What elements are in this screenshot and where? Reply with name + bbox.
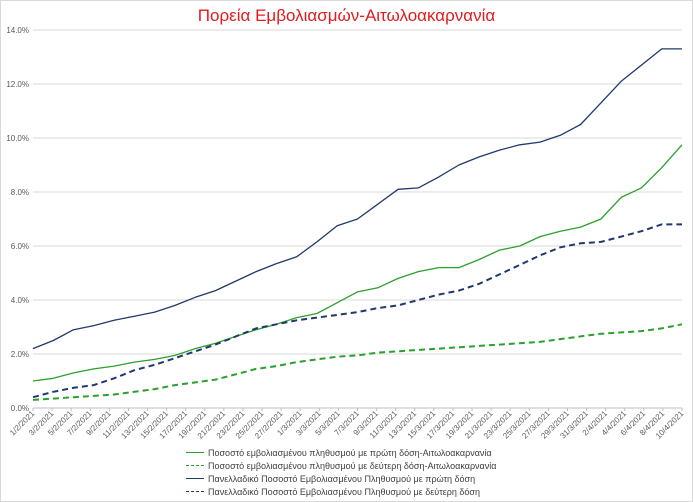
legend-item: Ποσοστό εμβολιασμένου πληθυσμού με δεύτε… <box>186 459 496 472</box>
y-tick-label: 0.0% <box>11 404 29 413</box>
legend-label: Πανελλαδικό Ποσοστό Εμβολιασμένου Πληθυσ… <box>208 473 476 484</box>
chart-title: Πορεία Εμβολιασμών-Αιτωλοακαρνανία <box>197 6 496 25</box>
legend-swatch <box>186 452 204 453</box>
y-tick-label: 14.0% <box>6 26 29 35</box>
y-tick-label: 4.0% <box>11 296 29 305</box>
series-line-3 <box>32 48 682 350</box>
series-line-1 <box>32 144 683 382</box>
legend-swatch <box>186 478 204 479</box>
legend-swatch <box>186 491 204 492</box>
y-tick-label: 8.0% <box>11 188 29 197</box>
series-line-4 <box>32 223 682 399</box>
legend-label: Ποσοστό εμβολιασμένου πληθυσμού με δεύτε… <box>208 460 497 471</box>
legend-item: Πανελλαδικό Ποσοστό Εμβολιασμένου Πληθυσ… <box>186 485 496 498</box>
legend-label: Ποσοστό εμβολιασμένου πληθυσμού με πρώτη… <box>208 447 492 458</box>
y-tick-label: 10.0% <box>6 134 29 143</box>
y-tick-label: 2.0% <box>11 350 29 359</box>
legend-swatch <box>186 465 204 466</box>
legend-item: Πανελλαδικό Ποσοστό Εμβολιασμένου Πληθυσ… <box>186 472 496 485</box>
y-tick-label: 6.0% <box>11 242 29 251</box>
legend-item: Ποσοστό εμβολιασμένου πληθυσμού με πρώτη… <box>186 446 496 459</box>
series-line-2 <box>32 323 683 401</box>
y-tick-label: 12.0% <box>6 80 29 89</box>
legend-label: Πανελλαδικό Ποσοστό Εμβολιασμένου Πληθυσ… <box>208 486 480 497</box>
chart-legend: Ποσοστό εμβολιασμένου πληθυσμού με πρώτη… <box>186 446 496 498</box>
